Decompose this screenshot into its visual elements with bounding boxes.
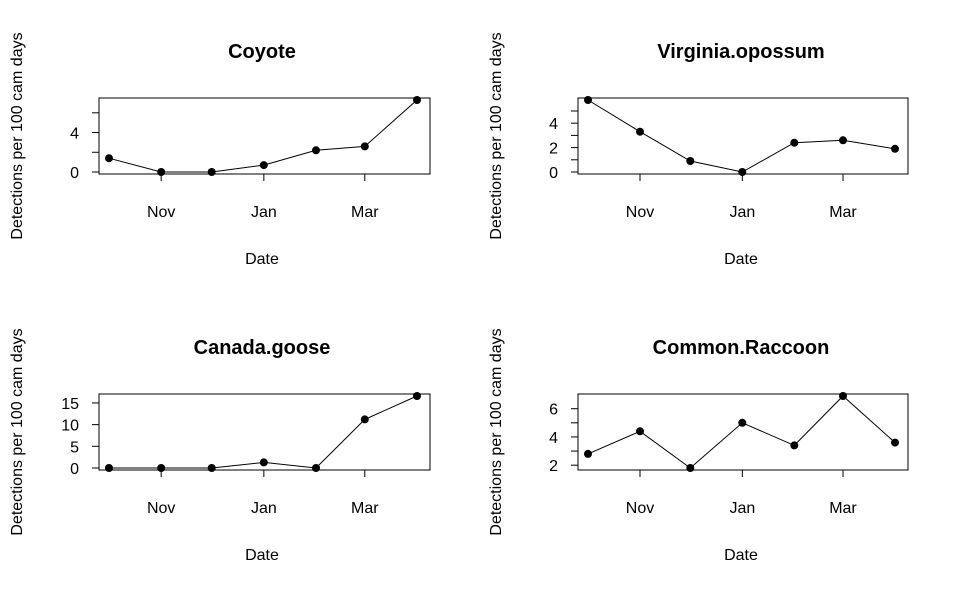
data-point [413, 392, 421, 400]
y-tick-label: 2 [549, 141, 558, 158]
chart-title: Virginia.opossum [657, 41, 824, 63]
x-tick-label: Mar [829, 204, 857, 221]
data-point [839, 136, 847, 145]
x-tick-label: Nov [626, 204, 654, 221]
y-tick-label: 4 [549, 116, 558, 133]
data-point [686, 157, 695, 165]
y-tick-label: 4 [70, 126, 79, 143]
data-point [636, 127, 644, 136]
data-point [584, 449, 592, 458]
x-tick-label: Jan [251, 204, 277, 221]
data-point [790, 441, 799, 450]
y-axis-label: Detections per 100 cam days [9, 328, 26, 535]
x-tick-label: Mar [829, 500, 857, 517]
series-line [109, 395, 418, 469]
series-line [587, 395, 896, 469]
chart-title: Common.Raccoon [653, 337, 830, 359]
data-point [891, 438, 899, 447]
y-tick-label: 10 [61, 418, 79, 435]
y-axis-label: Detections per 100 cam days [9, 32, 26, 239]
y-tick-label: 0 [70, 461, 79, 478]
y-tick-label: 4 [549, 430, 558, 447]
data-point [259, 161, 268, 170]
data-point [360, 142, 369, 151]
y-tick-label: 0 [549, 165, 558, 182]
data-point [207, 464, 216, 472]
y-tick-label: 6 [549, 402, 558, 419]
x-axis: Nov Jan Mar [626, 469, 857, 517]
y-axis: 04 [70, 112, 100, 182]
x-axis: Nov Jan Mar [147, 173, 379, 221]
y-axis-label: Detections per 100 cam days [488, 328, 505, 535]
data-point [360, 415, 369, 424]
x-tick-label: Nov [626, 500, 654, 517]
panel-canada-goose: Canada.goose 0 5 10 15 Nov Jan Mar Date Detection… [9, 328, 431, 564]
x-tick-label: Mar [351, 500, 379, 517]
x-tick-label: Jan [251, 500, 277, 517]
data-point [105, 154, 113, 163]
x-axis-label: Date [245, 251, 279, 268]
y-axis-label: Detections per 100 cam days [488, 32, 505, 239]
y-tick-label: 15 [61, 396, 79, 413]
x-axis: Nov Jan Mar [626, 173, 857, 221]
plot-frame [577, 97, 909, 175]
y-axis: 2 4 6 [549, 402, 579, 475]
y-tick-label: 0 [70, 165, 79, 182]
data-point [105, 464, 113, 472]
data-point [839, 392, 847, 400]
data-point [636, 427, 644, 436]
data-point [312, 146, 320, 155]
x-axis-label: Date [724, 251, 758, 268]
data-point [157, 168, 166, 176]
y-tick-label: 5 [70, 439, 79, 456]
data-point [413, 96, 421, 104]
data-point [259, 458, 268, 467]
chart-title: Canada.goose [194, 337, 331, 359]
data-point [891, 144, 899, 153]
x-axis-label: Date [245, 547, 279, 564]
x-axis-label: Date [724, 547, 758, 564]
x-axis: Nov Jan Mar [147, 469, 379, 517]
x-tick-label: Mar [351, 204, 379, 221]
y-tick-label: 2 [549, 458, 558, 475]
data-point [207, 168, 216, 176]
data-point [738, 418, 747, 427]
plot-frame [577, 393, 909, 471]
panel-common-raccoon: Common.Raccoon 2 4 6 Nov Jan Mar Date Detections… [488, 328, 909, 564]
data-point [157, 464, 166, 472]
data-point [738, 168, 747, 176]
data-point [790, 138, 799, 147]
x-tick-label: Nov [147, 500, 175, 517]
y-axis: 0 5 10 15 [61, 396, 100, 478]
series-line [587, 99, 896, 173]
panel-virginia-opossum: Virginia.opossum 0 2 4 Nov Jan Mar Date Detectio… [488, 32, 909, 268]
data-point [312, 464, 320, 472]
chart-title: Coyote [228, 41, 296, 63]
x-tick-label: Nov [147, 204, 175, 221]
y-axis: 0 2 4 [549, 110, 579, 182]
x-tick-label: Jan [729, 204, 755, 221]
data-point [686, 464, 695, 472]
x-tick-label: Jan [729, 500, 755, 517]
data-point [584, 96, 592, 104]
